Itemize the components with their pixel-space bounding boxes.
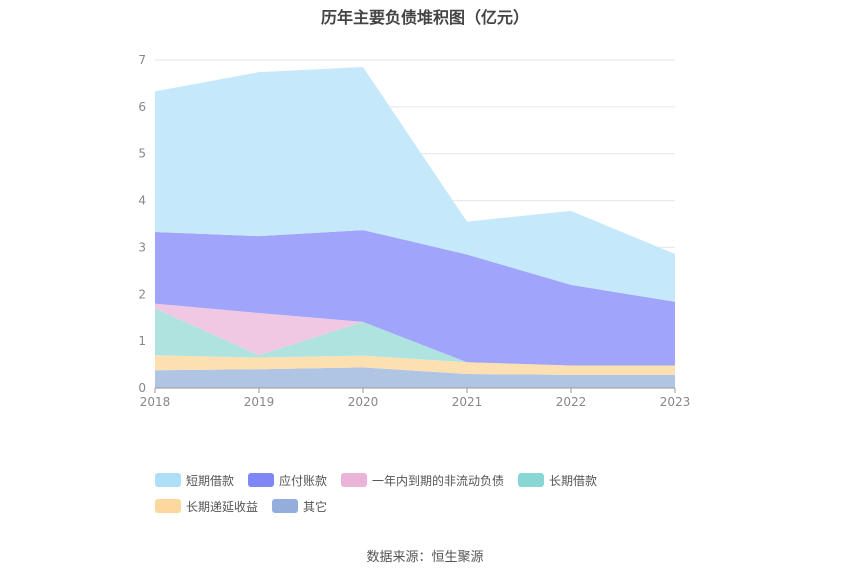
legend-item[interactable]: 应付账款 [248,472,327,488]
x-tick-label: 2022 [556,395,587,409]
x-tick-label: 2019 [244,395,275,409]
y-tick-label: 6 [138,100,146,114]
y-tick-label: 7 [138,53,146,67]
x-tick-label: 2021 [452,395,483,409]
legend-label: 长期递延收益 [186,499,259,514]
legend-item[interactable]: 长期递延收益 [155,498,258,514]
y-tick-label: 3 [138,240,146,254]
x-tick-label: 2018 [140,395,171,409]
y-tick-label: 4 [138,194,146,208]
legend-swatch [248,473,275,487]
legend-label: 其它 [303,499,328,514]
legend-label: 长期借款 [549,473,598,488]
legend-label: 应付账款 [279,473,328,488]
chart-title: 历年主要负债堆积图（亿元） [320,8,529,27]
area-应付账款 [155,230,675,366]
y-tick-label: 2 [138,287,146,301]
x-tick-label: 2023 [660,395,691,409]
legend-item[interactable]: 长期借款 [518,472,597,488]
legend-swatch [155,473,181,487]
area-其它 [155,367,675,388]
y-tick-label: 1 [138,334,146,348]
y-tick-label: 5 [138,147,146,161]
axes: 0 1 2 3 4 5 6 7 2018 2019 2020 2021 2022 2023 [138,53,690,409]
area-长期递延收益 [155,355,675,375]
legend-swatch [155,499,181,513]
legend-label: 短期借款 [186,473,235,488]
y-tick-label: 0 [138,381,146,395]
data-source: 数据来源：恒生聚源 [366,550,484,565]
x-tick-label: 2020 [348,395,379,409]
legend-label: 一年内到期的非流动负债 [372,473,505,488]
legend: 短期借款 应付账款 一年内到期的非流动负债 长期借款长期递延收益 其它 [155,472,715,524]
stacked-area-chart: 0 1 2 3 4 5 6 7 2018 2019 2020 2021 2022 2023 [138,53,690,409]
area-series [155,67,675,388]
legend-swatch [272,499,299,513]
area-长期借款 [155,308,675,366]
legend-item[interactable]: 短期借款 [155,472,234,488]
area-短期借款 [155,67,675,302]
area-一年内到期的非流动负债 [155,303,675,366]
legend-swatch [341,473,368,487]
legend-item[interactable]: 一年内到期的非流动负债 [341,472,504,488]
legend-item[interactable]: 其它 [272,498,327,514]
legend-swatch [518,473,545,487]
